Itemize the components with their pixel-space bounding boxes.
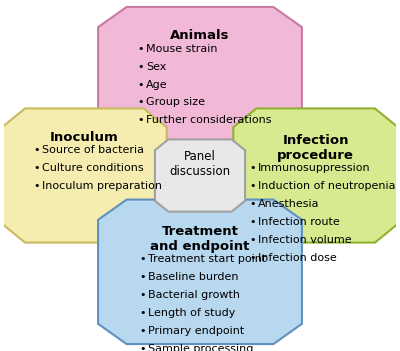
Text: Immunosuppression: Immunosuppression [258, 163, 370, 173]
Text: Mouse strain: Mouse strain [146, 44, 218, 54]
Text: •: • [137, 98, 144, 107]
Text: Sample processing
methods: Sample processing methods [148, 344, 253, 351]
Text: •: • [137, 115, 144, 125]
Text: Source of bacteria: Source of bacteria [42, 145, 144, 155]
Text: Treatment start point: Treatment start point [148, 254, 266, 264]
Text: •: • [249, 181, 256, 191]
Text: •: • [249, 235, 256, 245]
Text: Anesthesia: Anesthesia [258, 199, 319, 209]
Text: Bacterial growth: Bacterial growth [148, 290, 240, 300]
Text: Infection route: Infection route [258, 217, 339, 227]
Text: Infection dose: Infection dose [258, 253, 336, 263]
Text: •: • [249, 199, 256, 209]
Text: Animals: Animals [170, 29, 230, 42]
Text: •: • [249, 163, 256, 173]
Text: Age: Age [146, 80, 168, 90]
Polygon shape [2, 108, 167, 243]
Text: •: • [139, 290, 146, 300]
Text: Group size: Group size [146, 98, 205, 107]
Text: •: • [137, 62, 144, 72]
Text: •: • [139, 344, 146, 351]
Text: Infection
procedure: Infection procedure [277, 134, 354, 162]
Text: •: • [139, 308, 146, 318]
Text: •: • [139, 254, 146, 264]
Text: Further considerations: Further considerations [146, 115, 272, 125]
Text: •: • [249, 217, 256, 227]
Polygon shape [233, 108, 398, 243]
Text: Primary endpoint: Primary endpoint [148, 326, 244, 336]
Text: Induction of neutropenia: Induction of neutropenia [258, 181, 395, 191]
Polygon shape [98, 200, 302, 344]
Text: Length of study: Length of study [148, 308, 235, 318]
Text: •: • [249, 253, 256, 263]
Text: Infection volume: Infection volume [258, 235, 351, 245]
Text: Baseline burden: Baseline burden [148, 272, 238, 282]
Polygon shape [155, 139, 245, 212]
Text: •: • [137, 44, 144, 54]
Text: •: • [34, 145, 40, 155]
Text: •: • [139, 272, 146, 282]
Text: Sex: Sex [146, 62, 166, 72]
Text: •: • [34, 163, 40, 173]
Text: Inoculum: Inoculum [50, 131, 119, 144]
Polygon shape [98, 7, 302, 151]
Text: •: • [137, 80, 144, 90]
Text: Culture conditions: Culture conditions [42, 163, 144, 173]
Text: Inoculum preparation: Inoculum preparation [42, 181, 162, 191]
Text: Panel
discussion: Panel discussion [170, 150, 230, 178]
Text: Treatment
and endpoint: Treatment and endpoint [150, 225, 250, 253]
Text: •: • [139, 326, 146, 336]
Text: •: • [34, 181, 40, 191]
